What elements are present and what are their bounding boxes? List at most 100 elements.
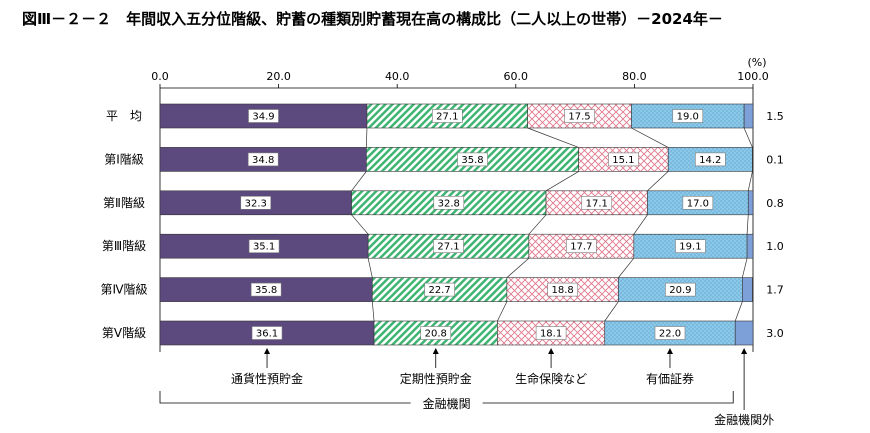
bar-segment — [742, 277, 753, 302]
value-label: 32.8 — [438, 198, 460, 209]
x-tick-label: 60.0 — [504, 70, 529, 83]
value-label-box — [457, 152, 488, 167]
value-label: 14.2 — [699, 155, 721, 166]
legend-label: 金融機関外 — [714, 412, 774, 427]
value-label-box — [248, 239, 280, 253]
connector-line — [528, 214, 547, 235]
value-label: 27.1 — [436, 112, 458, 123]
value-label: 18.1 — [540, 329, 562, 340]
connector-line — [527, 127, 579, 148]
legend-arrowhead — [666, 348, 673, 354]
value-label: 17.1 — [586, 198, 608, 209]
value-label: 15.1 — [612, 155, 634, 166]
connector-line — [743, 127, 753, 148]
category-label: 第Ⅴ階級 — [102, 325, 146, 340]
value-label: 19.1 — [679, 242, 701, 253]
value-label-box — [682, 196, 714, 210]
value-label: 20.9 — [669, 285, 691, 296]
value-label: 0.8 — [766, 197, 784, 210]
value-label-box — [248, 109, 279, 123]
category-label: 第Ⅰ階級 — [104, 151, 144, 166]
legend-label: 有価証券 — [646, 371, 694, 386]
value-label: 1.7 — [766, 284, 784, 297]
connector-line — [366, 127, 368, 148]
value-label-box — [433, 239, 464, 253]
bar-segment — [752, 147, 754, 172]
value-label: 3.0 — [766, 327, 784, 340]
value-label-box — [547, 282, 578, 297]
legend-label: 通貨性預貯金 — [231, 371, 303, 386]
value-label: 18.8 — [552, 285, 574, 296]
value-label-box — [654, 326, 686, 340]
x-tick-label: 80.0 — [622, 70, 647, 83]
legend-arrowhead — [264, 348, 271, 354]
value-label: 34.9 — [252, 112, 274, 123]
connector-line — [631, 127, 669, 148]
value-label-box — [566, 239, 597, 253]
value-label-box — [581, 196, 613, 210]
connector-line — [747, 171, 753, 191]
value-label: 35.8 — [461, 155, 483, 166]
value-label: 1.5 — [766, 110, 784, 123]
category-label: 第Ⅱ階級 — [103, 195, 145, 210]
value-label: 0.1 — [766, 153, 784, 166]
connector-line — [647, 171, 669, 192]
connector-line — [497, 301, 508, 322]
group-label: 金融機関 — [423, 396, 471, 411]
value-label: 32.3 — [245, 198, 267, 209]
connector-line — [506, 257, 530, 278]
category-label: 第Ⅳ階級 — [100, 282, 147, 297]
value-label-box — [608, 152, 639, 167]
value-label: 22.0 — [659, 329, 681, 340]
x-tick-label: 20.0 — [266, 70, 291, 83]
bar-segment — [746, 233, 754, 259]
value-label: 35.8 — [255, 285, 277, 296]
value-label: 19.0 — [677, 112, 699, 123]
connector-line — [633, 214, 648, 235]
x-tick-label: 0.0 — [151, 70, 169, 83]
value-label-box — [250, 282, 282, 297]
value-label: 20.8 — [425, 329, 447, 340]
value-label: 17.0 — [687, 198, 709, 209]
value-label: 36.1 — [256, 329, 278, 340]
value-label: 1.0 — [766, 240, 784, 253]
connector-line — [351, 171, 367, 192]
value-label: 35.1 — [253, 242, 275, 253]
connector-line — [746, 214, 749, 235]
connector-line — [545, 171, 579, 192]
value-label-box — [420, 326, 452, 340]
value-label: 17.5 — [568, 112, 590, 123]
connector-line — [618, 257, 635, 278]
connector-line — [367, 258, 373, 278]
legend-label: 生命保険など — [515, 371, 587, 386]
bar-segment — [743, 103, 754, 129]
value-label: 34.8 — [252, 155, 274, 166]
value-label-box — [240, 196, 272, 210]
legend-arrowhead — [548, 348, 555, 354]
value-label-box — [433, 196, 465, 210]
value-label-box — [247, 152, 279, 167]
connector-line — [741, 258, 748, 278]
value-label: 17.7 — [570, 242, 592, 253]
category-label: 第Ⅲ階級 — [102, 238, 146, 253]
bar-segment — [747, 190, 754, 216]
value-label-box — [672, 109, 704, 123]
value-label-box — [665, 282, 696, 297]
connector-line — [734, 301, 743, 322]
x-tick-label: 40.0 — [385, 70, 410, 83]
connector-line — [604, 301, 619, 322]
connector-line — [351, 214, 369, 235]
value-label-box — [251, 326, 283, 340]
legend-arrowhead — [741, 348, 748, 354]
category-label: 平 均 — [106, 109, 142, 123]
bar-segment — [734, 320, 754, 346]
value-label: 27.1 — [437, 242, 459, 253]
unit-label: (%) — [747, 56, 766, 69]
value-label: 22.7 — [428, 285, 450, 296]
value-label-box — [432, 109, 463, 123]
legend-arrowhead — [432, 348, 439, 354]
value-label-box — [424, 282, 455, 297]
legend-label: 定期性預貯金 — [400, 371, 472, 386]
value-label-box — [675, 239, 706, 253]
